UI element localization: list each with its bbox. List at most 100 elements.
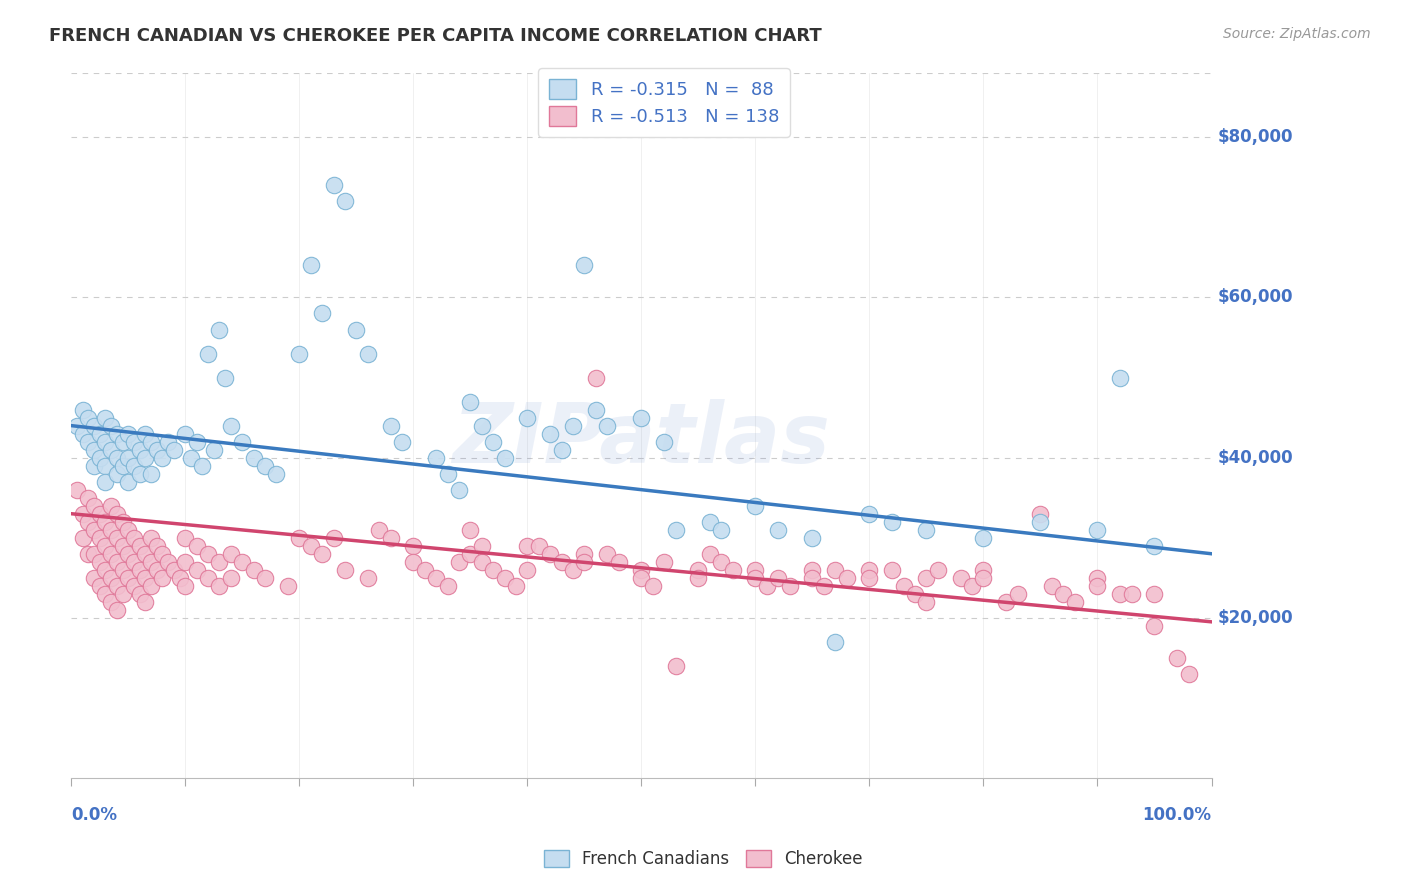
Point xyxy=(214,370,236,384)
Text: FRENCH CANADIAN VS CHEROKEE PER CAPITA INCOME CORRELATION CHART: FRENCH CANADIAN VS CHEROKEE PER CAPITA I… xyxy=(49,27,823,45)
Point xyxy=(882,515,904,529)
Point xyxy=(111,587,134,601)
Point xyxy=(94,587,117,601)
Point xyxy=(134,426,156,441)
Point xyxy=(538,426,561,441)
Point xyxy=(105,507,128,521)
Text: 0.0%: 0.0% xyxy=(72,806,117,824)
Point xyxy=(1121,587,1143,601)
Point xyxy=(122,434,145,449)
Point xyxy=(652,555,675,569)
Point xyxy=(197,571,219,585)
Point xyxy=(139,579,162,593)
Point xyxy=(139,531,162,545)
Point xyxy=(380,531,402,545)
Point xyxy=(139,467,162,481)
Point xyxy=(128,539,150,553)
Point xyxy=(460,394,482,409)
Point xyxy=(494,450,516,465)
Point xyxy=(139,555,162,569)
Point xyxy=(574,259,596,273)
Point xyxy=(527,539,550,553)
Point xyxy=(208,322,231,336)
Point xyxy=(1087,579,1109,593)
Point xyxy=(94,539,117,553)
Point xyxy=(83,458,105,473)
Point xyxy=(191,458,214,473)
Point xyxy=(94,458,117,473)
Point xyxy=(77,434,100,449)
Point xyxy=(83,547,105,561)
Point xyxy=(208,555,231,569)
Point xyxy=(858,571,880,585)
Point xyxy=(152,450,174,465)
Point xyxy=(699,547,721,561)
Point xyxy=(574,547,596,561)
Point xyxy=(1143,539,1166,553)
Point xyxy=(447,555,470,569)
Point xyxy=(254,458,277,473)
Point xyxy=(1063,595,1085,609)
Point xyxy=(1087,571,1109,585)
Point xyxy=(471,418,494,433)
Point xyxy=(311,547,333,561)
Point xyxy=(630,571,652,585)
Point xyxy=(163,563,186,577)
Point xyxy=(254,571,277,585)
Point xyxy=(630,563,652,577)
Point xyxy=(915,595,938,609)
Point xyxy=(801,531,824,545)
Point xyxy=(174,579,197,593)
Point xyxy=(117,475,139,489)
Point xyxy=(266,467,288,481)
Point xyxy=(766,523,789,537)
Point xyxy=(186,434,208,449)
Point xyxy=(710,555,733,569)
Point xyxy=(516,539,538,553)
Point xyxy=(699,515,721,529)
Point xyxy=(482,563,505,577)
Point xyxy=(607,555,630,569)
Point xyxy=(117,523,139,537)
Point xyxy=(89,555,111,569)
Point xyxy=(134,547,156,561)
Point xyxy=(299,539,322,553)
Point xyxy=(333,194,356,209)
Point xyxy=(1143,587,1166,601)
Point xyxy=(574,555,596,569)
Point xyxy=(122,555,145,569)
Point xyxy=(128,563,150,577)
Point xyxy=(231,555,253,569)
Point xyxy=(460,547,482,561)
Point xyxy=(105,531,128,545)
Point xyxy=(630,410,652,425)
Point xyxy=(425,571,447,585)
Point xyxy=(471,555,494,569)
Point xyxy=(766,571,789,585)
Point xyxy=(893,579,915,593)
Point xyxy=(333,563,356,577)
Point xyxy=(858,507,880,521)
Point xyxy=(111,515,134,529)
Point xyxy=(641,579,664,593)
Point xyxy=(562,418,585,433)
Point xyxy=(100,547,122,561)
Point xyxy=(128,587,150,601)
Point xyxy=(94,410,117,425)
Point xyxy=(66,418,89,433)
Point xyxy=(721,563,744,577)
Point xyxy=(157,555,180,569)
Point xyxy=(402,555,425,569)
Point xyxy=(688,571,710,585)
Point xyxy=(111,563,134,577)
Point xyxy=(152,547,174,561)
Point xyxy=(744,499,766,513)
Legend: French Canadians, Cherokee: French Canadians, Cherokee xyxy=(537,843,869,875)
Point xyxy=(111,434,134,449)
Point xyxy=(152,571,174,585)
Point xyxy=(299,259,322,273)
Point xyxy=(242,450,264,465)
Point xyxy=(72,507,94,521)
Point xyxy=(105,603,128,617)
Point xyxy=(357,346,380,360)
